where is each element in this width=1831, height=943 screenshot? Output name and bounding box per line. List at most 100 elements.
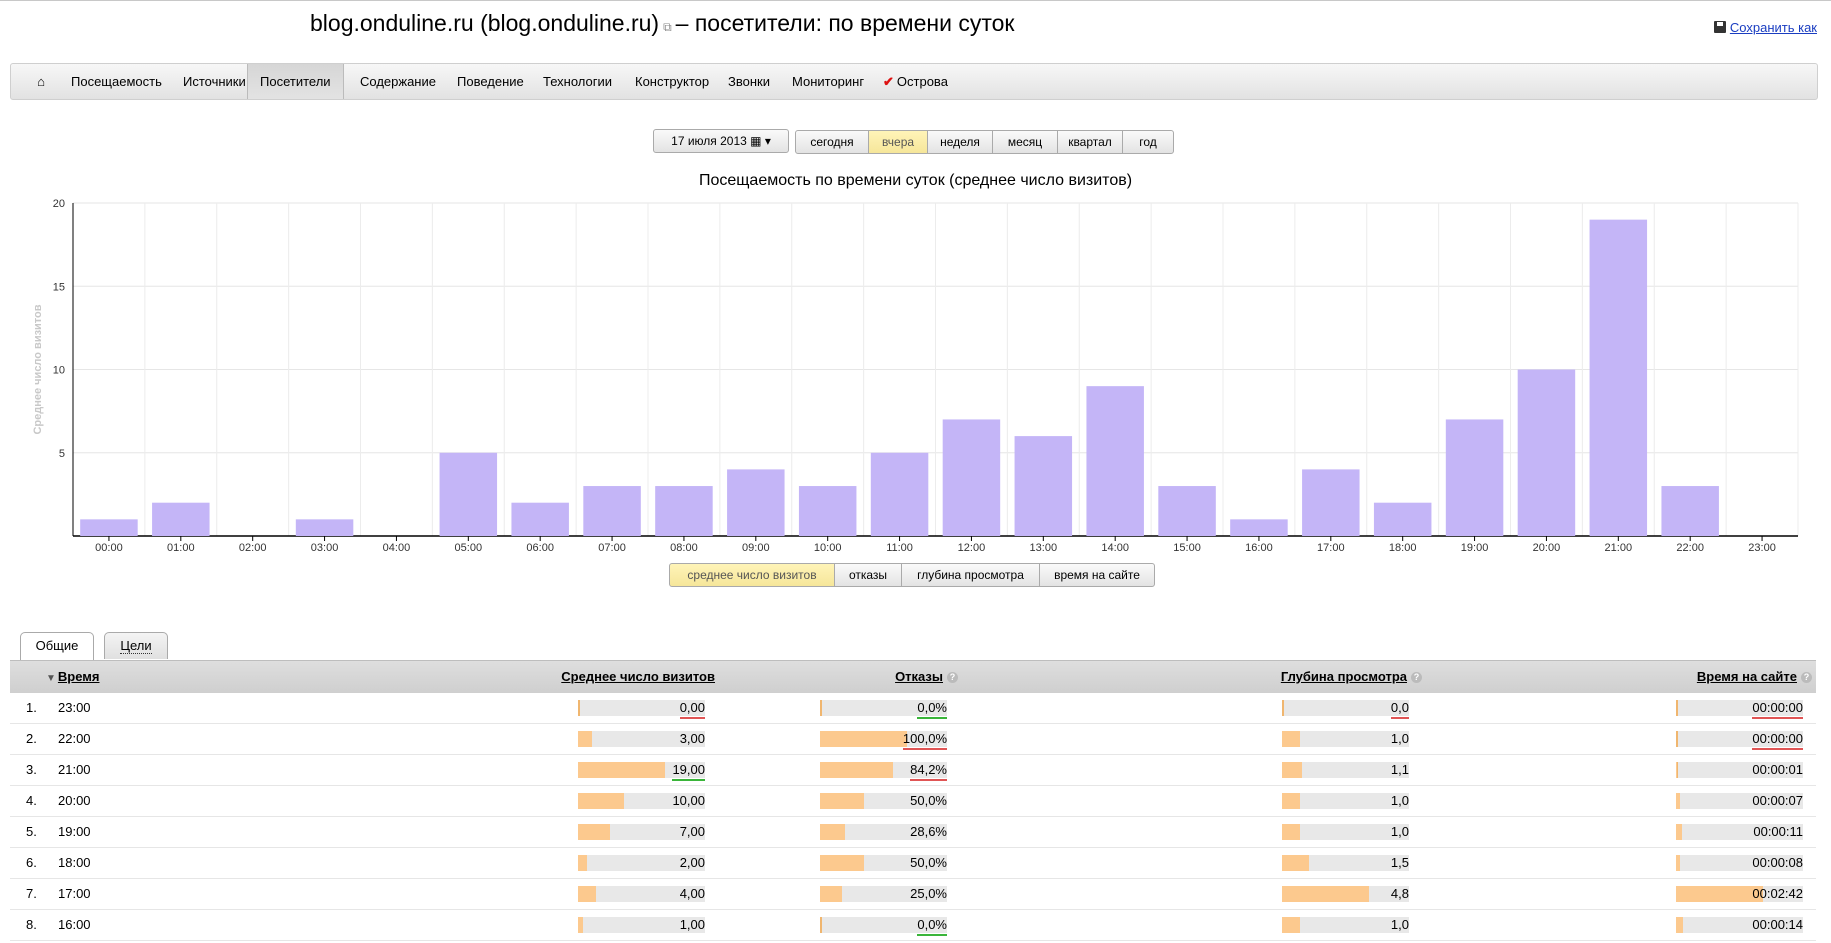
column-depth-label[interactable]: Глубина просмотра	[1280, 669, 1407, 684]
metric-bounces[interactable]: отказы	[834, 563, 902, 587]
menu-item-sources[interactable]: Источники	[183, 74, 246, 89]
metric-time-on-site[interactable]: время на сайте	[1039, 563, 1155, 587]
tab-goals-label[interactable]: Цели	[120, 638, 152, 654]
column-duration[interactable]: Время на сайте?	[1697, 661, 1812, 693]
column-time[interactable]: ▼ Время	[46, 661, 100, 693]
bar-fill	[1676, 793, 1680, 809]
duration-cell: 00:00:11	[1676, 824, 1803, 840]
bar-fill	[578, 731, 592, 747]
menu-item-visitors[interactable]: Посетители	[247, 64, 344, 99]
duration-cell: 00:00:08	[1676, 855, 1803, 871]
cell-value: 3,00	[679, 731, 705, 746]
period-week[interactable]: неделя	[927, 130, 993, 154]
tab-general[interactable]: Общие	[20, 632, 94, 660]
visits-cell: 3,00	[578, 731, 705, 747]
bar-track	[1676, 700, 1803, 716]
cell-value: 50,0%	[910, 793, 947, 808]
menu-item-islands[interactable]: ✔ Острова	[873, 64, 958, 99]
home-icon[interactable]: ⌂	[37, 74, 45, 89]
menu-item-traffic[interactable]: Посещаемость	[71, 74, 162, 89]
cell-value: 7,00	[679, 824, 705, 839]
menu-item-islands-label[interactable]: Острова	[896, 74, 948, 89]
duration-cell: 00:00:07	[1676, 793, 1803, 809]
metric-depth[interactable]: глубина просмотра	[901, 563, 1040, 587]
chart-bar	[1373, 502, 1432, 536]
x-tick-label: 00:00	[95, 542, 123, 554]
table-header: ▼ Время Среднее число визитов Отказы? Глу…	[10, 660, 1816, 693]
x-tick-label: 22:00	[1676, 542, 1704, 554]
depth-cell: 1,0	[1282, 793, 1409, 809]
menu-item-content[interactable]: Содержание	[360, 74, 436, 89]
y-tick-label: 10	[53, 365, 65, 377]
help-icon[interactable]: ?	[1411, 672, 1422, 683]
visits-cell: 19,00	[578, 762, 705, 781]
period-yesterday[interactable]: вчера	[868, 130, 928, 154]
table-row: 8. 16:00 1,00 0,0% 1,0 00:00:14	[10, 909, 1816, 941]
tab-general-label[interactable]: Общие	[35, 638, 79, 653]
bar-fill	[1676, 886, 1763, 902]
menu-item-behavior[interactable]: Поведение	[457, 74, 524, 89]
menu-item-monitoring[interactable]: Мониторинг	[792, 74, 865, 89]
date-picker-value[interactable]: 17 июля 2013	[671, 134, 747, 148]
tab-goals[interactable]: Цели	[104, 632, 168, 659]
menu-item-technologies[interactable]: Технологии	[543, 74, 613, 89]
chart-bar	[1158, 486, 1216, 536]
bar-fill	[578, 855, 587, 871]
table-row: 6. 18:00 2,00 50,0% 1,5 00:00:08	[10, 847, 1816, 879]
cell-value: 10,00	[672, 793, 705, 808]
chart-bar	[870, 452, 929, 536]
row-number: 7.	[26, 886, 37, 901]
save-as-link[interactable]: Сохранить как	[1713, 20, 1817, 35]
period-month[interactable]: месяц	[992, 130, 1058, 154]
cell-value: 1,0	[1390, 793, 1409, 808]
bar-fill	[1282, 824, 1300, 840]
bounce-cell: 0,0%	[820, 700, 947, 719]
metric-avg-visits[interactable]: среднее число визитов	[669, 563, 835, 587]
x-tick-label: 11:00	[886, 542, 913, 554]
date-picker[interactable]: 17 июля 2013 ▦ ▾	[653, 129, 789, 153]
row-time: 23:00	[58, 700, 91, 715]
cell-value: 00:00:07	[1752, 793, 1803, 808]
column-bounce-label[interactable]: Отказы	[895, 669, 943, 684]
save-as-label[interactable]: Сохранить как	[1729, 20, 1817, 35]
row-time: 18:00	[58, 855, 91, 870]
x-tick-label: 07:00	[598, 542, 626, 554]
depth-cell: 0,0	[1282, 700, 1409, 719]
x-tick-label: 13:00	[1030, 542, 1058, 554]
depth-cell: 1,5	[1282, 855, 1409, 871]
bar-fill	[578, 762, 665, 778]
column-time-label[interactable]: Время	[57, 669, 100, 684]
menu-item-calls[interactable]: Звонки	[728, 74, 770, 89]
page-title: blog.onduline.ru (blog.onduline.ru) ⧉ – по…	[310, 10, 1014, 37]
bounce-cell: 25,0%	[820, 886, 947, 902]
x-tick-label: 08:00	[670, 542, 698, 554]
chart-bar	[1661, 486, 1719, 536]
y-axis-title: Среднее число визитов	[32, 304, 44, 434]
menu-item-constructor[interactable]: Конструктор	[635, 74, 710, 89]
help-icon[interactable]: ?	[947, 672, 958, 683]
page-title-site: blog.onduline.ru (blog.onduline.ru)	[310, 10, 660, 36]
column-duration-label[interactable]: Время на сайте	[1696, 669, 1797, 684]
counter-settings-icon[interactable]: ⧉	[663, 20, 672, 34]
chart-title: Посещаемость по времени суток (среднее ч…	[698, 172, 1133, 189]
column-visits[interactable]: Среднее число визитов	[561, 669, 715, 684]
row-time: 17:00	[58, 886, 91, 901]
visits-cell: 7,00	[578, 824, 705, 840]
cell-value: 2,00	[679, 855, 705, 870]
period-today[interactable]: сегодня	[795, 130, 869, 154]
row-number: 4.	[26, 793, 37, 808]
cell-value: 00:00:00	[1752, 700, 1803, 719]
bar-fill	[820, 824, 845, 840]
chart-bar	[80, 519, 138, 536]
visits-cell: 0,00	[578, 700, 705, 719]
period-year[interactable]: год	[1122, 130, 1174, 154]
column-depth[interactable]: Глубина просмотра?	[1281, 661, 1422, 693]
floppy-disk-icon	[1713, 21, 1726, 33]
period-quarter[interactable]: квартал	[1057, 130, 1123, 154]
x-tick-label: 20:00	[1533, 542, 1561, 554]
help-icon[interactable]: ?	[1801, 672, 1812, 683]
row-time: 19:00	[58, 824, 91, 839]
cell-value: 84,2%	[910, 762, 947, 781]
column-bounce[interactable]: Отказы?	[895, 661, 958, 693]
cell-value: 100,0%	[902, 731, 947, 750]
